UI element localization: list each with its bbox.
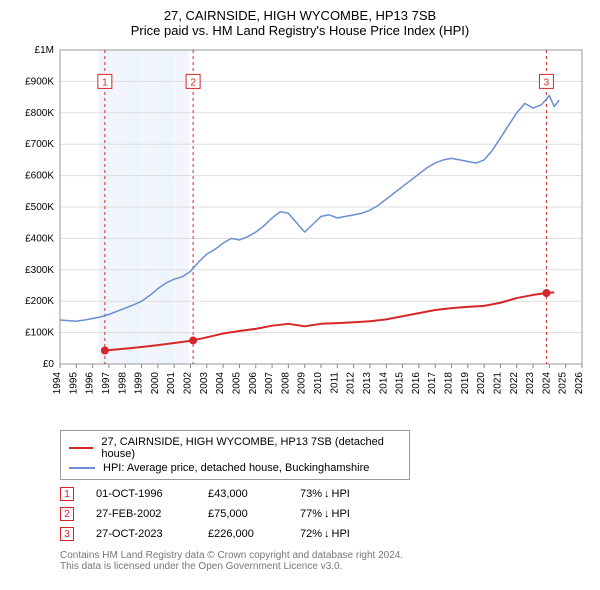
event-pct: 73% [300, 488, 322, 500]
title-line-2: Price paid vs. HM Land Registry's House … [10, 23, 590, 38]
footer-line-2: This data is licensed under the Open Gov… [60, 561, 590, 572]
svg-text:2025: 2025 [558, 372, 569, 395]
svg-text:£700K: £700K [25, 139, 54, 150]
legend-item: HPI: Average price, detached house, Buck… [69, 461, 401, 475]
svg-text:2009: 2009 [297, 372, 308, 395]
event-pct: 77% [300, 508, 322, 520]
svg-text:2013: 2013 [362, 372, 373, 395]
svg-text:2017: 2017 [427, 372, 438, 395]
event-price: £75,000 [208, 508, 278, 520]
svg-text:2003: 2003 [199, 372, 210, 395]
event-marker: 1 [60, 487, 74, 501]
footer-line-1: Contains HM Land Registry data © Crown c… [60, 550, 590, 561]
event-marker: 2 [60, 507, 74, 521]
down-arrow-icon: ↓ [324, 508, 330, 520]
svg-text:£200K: £200K [25, 296, 54, 307]
svg-text:£800K: £800K [25, 108, 54, 119]
legend-label: HPI: Average price, detached house, Buck… [103, 462, 369, 474]
svg-text:1994: 1994 [52, 372, 63, 395]
footer: Contains HM Land Registry data © Crown c… [60, 550, 590, 572]
event-date: 27-OCT-2023 [96, 528, 186, 540]
svg-text:2002: 2002 [183, 372, 194, 395]
legend-swatch [69, 447, 93, 449]
chart-area: £0 £100K £200K £300K £400K £500K £600K £700K £80… [10, 44, 590, 424]
svg-text:2007: 2007 [264, 372, 275, 395]
chart-container: 27, CAIRNSIDE, HIGH WYCOMBE, HP13 7SB Pr… [0, 0, 600, 578]
down-arrow-icon: ↓ [324, 488, 330, 500]
legend: 27, CAIRNSIDE, HIGH WYCOMBE, HP13 7SB (d… [60, 430, 410, 480]
svg-text:2004: 2004 [215, 372, 226, 395]
svg-text:2011: 2011 [329, 372, 340, 394]
svg-text:£0: £0 [43, 359, 55, 370]
legend-label: 27, CAIRNSIDE, HIGH WYCOMBE, HP13 7SB (d… [101, 436, 401, 460]
event-row: 3 27-OCT-2023 £226,000 72%↓HPI [60, 524, 590, 544]
event-row: 2 27-FEB-2002 £75,000 77%↓HPI [60, 504, 590, 524]
svg-text:£300K: £300K [25, 265, 54, 276]
svg-text:2006: 2006 [248, 372, 259, 395]
svg-text:2: 2 [190, 77, 196, 88]
svg-text:2000: 2000 [150, 372, 161, 395]
svg-text:1995: 1995 [68, 372, 79, 395]
svg-text:1996: 1996 [85, 372, 96, 395]
svg-text:2020: 2020 [476, 372, 487, 395]
svg-text:2012: 2012 [346, 372, 357, 395]
svg-text:2010: 2010 [313, 372, 324, 395]
event-hpi: 72%↓HPI [300, 528, 350, 540]
svg-text:2021: 2021 [492, 372, 503, 395]
svg-text:2001: 2001 [166, 372, 177, 395]
svg-text:2024: 2024 [541, 372, 552, 395]
svg-text:3: 3 [544, 77, 550, 88]
svg-text:£400K: £400K [25, 233, 54, 244]
svg-text:2016: 2016 [411, 372, 422, 395]
event-row: 1 01-OCT-1996 £43,000 73%↓HPI [60, 484, 590, 504]
svg-text:1998: 1998 [117, 372, 128, 395]
event-marker: 3 [60, 527, 74, 541]
title-line-1: 27, CAIRNSIDE, HIGH WYCOMBE, HP13 7SB [10, 8, 590, 23]
svg-text:2015: 2015 [395, 372, 406, 395]
legend-item: 27, CAIRNSIDE, HIGH WYCOMBE, HP13 7SB (d… [69, 435, 401, 461]
svg-text:£100K: £100K [25, 328, 54, 339]
down-arrow-icon: ↓ [324, 528, 330, 540]
svg-text:2019: 2019 [460, 372, 471, 395]
svg-text:£600K: £600K [25, 171, 54, 182]
svg-text:2018: 2018 [444, 372, 455, 395]
svg-text:£1M: £1M [35, 45, 54, 56]
svg-text:2005: 2005 [231, 372, 242, 395]
svg-text:2022: 2022 [509, 372, 520, 395]
svg-text:1999: 1999 [134, 372, 145, 395]
legend-swatch [69, 467, 95, 469]
svg-text:1997: 1997 [101, 372, 112, 395]
event-price: £226,000 [208, 528, 278, 540]
event-price: £43,000 [208, 488, 278, 500]
line-chart: £0 £100K £200K £300K £400K £500K £600K £700K £80… [10, 44, 590, 424]
event-date: 01-OCT-1996 [96, 488, 186, 500]
svg-text:2026: 2026 [574, 372, 585, 395]
svg-text:1: 1 [102, 77, 108, 88]
event-hpi-label: HPI [332, 528, 350, 540]
svg-text:2014: 2014 [378, 372, 389, 395]
svg-text:£500K: £500K [25, 202, 54, 213]
event-hpi-label: HPI [332, 488, 350, 500]
event-hpi: 77%↓HPI [300, 508, 350, 520]
event-hpi-label: HPI [332, 508, 350, 520]
event-hpi: 73%↓HPI [300, 488, 350, 500]
event-table: 101-OCT-1996£43,00073%↓HPI227-FEB-2002£7… [60, 484, 590, 544]
event-date: 27-FEB-2002 [96, 508, 186, 520]
svg-text:2008: 2008 [280, 372, 291, 395]
svg-text:2023: 2023 [525, 372, 536, 395]
event-pct: 72% [300, 528, 322, 540]
svg-text:£900K: £900K [25, 76, 54, 87]
